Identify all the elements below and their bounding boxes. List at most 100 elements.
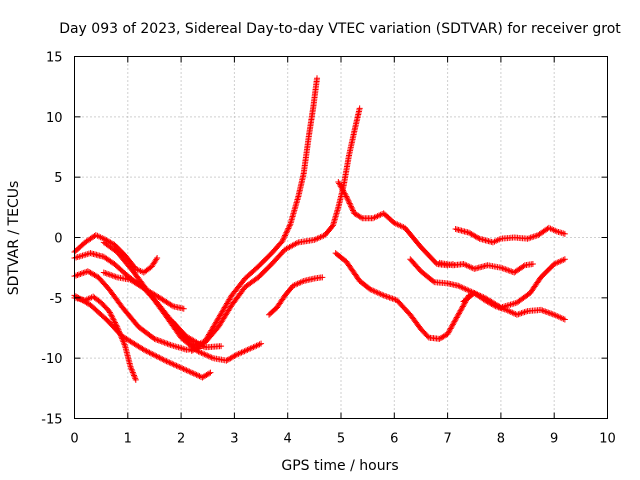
data-point: [516, 310, 523, 317]
data-point: [314, 75, 321, 82]
data-point: [170, 361, 177, 368]
data-point: [377, 291, 384, 298]
data-point: [177, 364, 184, 371]
data-point: [130, 370, 137, 377]
data-point: [232, 352, 239, 359]
series-arc-10: [266, 274, 326, 318]
data-point: [391, 296, 398, 303]
series-arc-7: [71, 292, 214, 381]
data-point: [106, 308, 113, 315]
data-point: [161, 339, 168, 346]
data-point: [540, 307, 547, 314]
data-point: [155, 337, 162, 344]
data-point: [78, 270, 85, 277]
data-point: [179, 365, 186, 372]
data-point: [146, 349, 153, 356]
data-point: [218, 343, 225, 350]
data-point: [356, 105, 363, 112]
series-arc-1: [71, 232, 161, 276]
data-point: [145, 348, 152, 355]
data-point: [120, 338, 127, 345]
data-point: [132, 375, 139, 382]
data-point: [385, 294, 392, 301]
data-point: [502, 266, 509, 273]
data-point: [152, 352, 159, 359]
data-point: [475, 234, 482, 241]
data-point: [284, 228, 291, 235]
data-point: [238, 349, 245, 356]
data-point: [182, 366, 189, 373]
data-point: [121, 341, 128, 348]
data-point: [242, 347, 249, 354]
data-point: [380, 292, 387, 299]
data-point: [497, 264, 504, 271]
data-point: [107, 310, 114, 317]
data-point: [386, 294, 393, 301]
data-point: [389, 295, 396, 302]
data-point: [156, 354, 163, 361]
data-point: [80, 269, 87, 276]
data-point: [106, 309, 113, 316]
data-point: [160, 339, 167, 346]
y-tick-label: 5: [54, 171, 62, 186]
series-arc-16: [436, 259, 536, 276]
data-point: [186, 368, 193, 375]
data-point: [127, 363, 134, 370]
data-point: [153, 353, 160, 360]
data-point: [539, 307, 546, 314]
data-point: [329, 223, 336, 230]
data-point: [155, 353, 162, 360]
data-point: [193, 371, 200, 378]
data-point: [111, 318, 118, 325]
data-point: [163, 358, 170, 365]
data-point: [347, 203, 354, 210]
data-point: [154, 255, 161, 262]
data-point: [109, 272, 116, 279]
data-point: [458, 284, 465, 291]
data-point: [343, 193, 350, 200]
data-point: [349, 206, 356, 213]
data-point: [131, 373, 138, 380]
data-point: [465, 287, 472, 294]
data-point: [150, 351, 157, 358]
data-point: [284, 226, 291, 233]
data-point: [280, 235, 287, 242]
data-point: [169, 360, 176, 367]
data-point: [207, 353, 214, 360]
data-point: [204, 352, 211, 359]
series-arc-4: [71, 268, 203, 353]
series-arc-14: [460, 290, 568, 323]
data-point: [234, 351, 241, 358]
data-point: [202, 351, 209, 358]
data-point: [132, 376, 139, 383]
data-point: [162, 357, 169, 364]
data-point: [370, 287, 377, 294]
data-point: [456, 283, 463, 290]
data-point: [561, 230, 568, 237]
data-point: [164, 358, 171, 365]
data-point: [140, 346, 147, 353]
data-point: [523, 308, 530, 315]
data-point: [283, 229, 290, 236]
x-tick-label: 7: [443, 432, 451, 447]
tick-layer: 0 1 2 3 4 5 6 7 8 9 10 -15 -10 -5 0 5 10 15: [41, 51, 616, 447]
data-point: [239, 348, 246, 355]
y-tick-label: 0: [54, 232, 62, 247]
data-point: [542, 308, 549, 315]
data-point: [152, 336, 159, 343]
data-point: [157, 355, 164, 362]
data-point: [129, 369, 136, 376]
data-point: [111, 319, 118, 326]
data-point: [491, 302, 498, 309]
data-point: [74, 272, 81, 279]
data-point: [499, 265, 506, 272]
data-point: [167, 360, 174, 367]
data-point: [342, 192, 349, 199]
data-point: [173, 362, 180, 369]
data-point: [151, 335, 158, 342]
data-point: [285, 225, 292, 232]
data-point: [166, 359, 173, 366]
y-tick-label: -5: [50, 292, 63, 307]
data-point: [258, 340, 265, 347]
data-point: [158, 338, 165, 345]
